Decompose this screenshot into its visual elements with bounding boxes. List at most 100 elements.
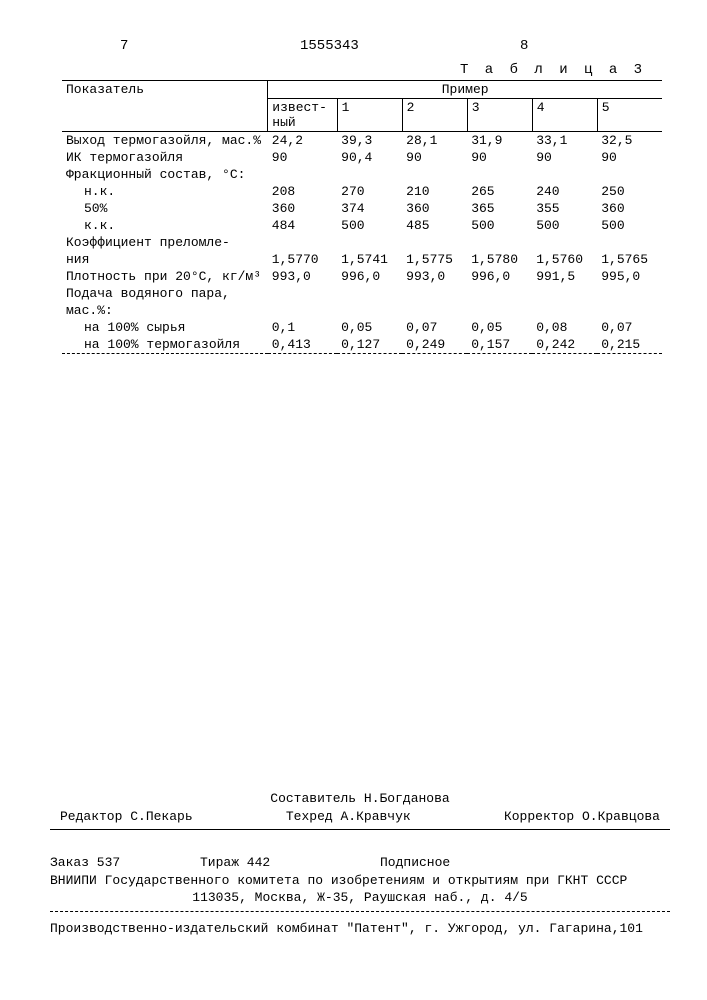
cell: 0,242 (532, 336, 597, 354)
cell: 360 (268, 200, 337, 217)
table-row: мас.%: (62, 302, 662, 319)
cell: 28,1 (402, 132, 467, 150)
cell (402, 234, 467, 251)
table-row: Подача водяного пара, (62, 285, 662, 302)
cell: 270 (337, 183, 402, 200)
cell: 90 (532, 149, 597, 166)
cell: 500 (467, 217, 532, 234)
row-label: на 100% термогазойля (62, 336, 268, 354)
table-row: ИК термогазойля9090,490909090 (62, 149, 662, 166)
cell (532, 302, 597, 319)
org-line-1: ВНИИПИ Государственного комитета по изоб… (50, 872, 670, 890)
cell: 0,05 (337, 319, 402, 336)
tirazh: Тираж 442 (200, 854, 380, 872)
cell: 0,08 (532, 319, 597, 336)
cell: 0,249 (402, 336, 467, 354)
page: 7 1555343 8 Т а б л и ц а 3 Показатель П… (0, 0, 707, 1000)
cell: 0,1 (268, 319, 337, 336)
cell (268, 166, 337, 183)
cell (402, 166, 467, 183)
cell (597, 166, 662, 183)
table-row: 50%360374360365355360 (62, 200, 662, 217)
cell: 0,157 (467, 336, 532, 354)
document-number: 1555343 (300, 38, 359, 54)
table-row: Коэффициент преломле- (62, 234, 662, 251)
cell: 1,5741 (337, 251, 402, 268)
cell: 33,1 (532, 132, 597, 150)
cell: 90 (467, 149, 532, 166)
podpisnoe: Подписное (380, 854, 670, 872)
cell: 360 (597, 200, 662, 217)
table-row: на 100% сырья0,10,050,070,050,080,07 (62, 319, 662, 336)
cell: 90 (597, 149, 662, 166)
cell: 0,413 (268, 336, 337, 354)
cell (268, 234, 337, 251)
corrector: Корректор О.Кравцова (504, 808, 660, 826)
col-4: 4 (532, 99, 597, 132)
cell: 374 (337, 200, 402, 217)
cell: 90 (402, 149, 467, 166)
row-label: Коэффициент преломле- (62, 234, 268, 251)
row-label: Выход термогазойля, мас.% (62, 132, 268, 150)
cell: 365 (467, 200, 532, 217)
row-label: Подача водяного пара, (62, 285, 268, 302)
row-label: Фракционный состав, °С: (62, 166, 268, 183)
cell: 208 (268, 183, 337, 200)
cell (268, 285, 337, 302)
cell: 210 (402, 183, 467, 200)
cell (532, 166, 597, 183)
cell: 90,4 (337, 149, 402, 166)
table-row: н.к.208270210265240250 (62, 183, 662, 200)
cell: 485 (402, 217, 467, 234)
table-caption: Т а б л и ц а 3 (460, 62, 646, 78)
data-table: Показатель Пример извест- ный 1 2 3 4 5 … (62, 80, 662, 355)
cell: 0,07 (597, 319, 662, 336)
cell: 991,5 (532, 268, 597, 285)
cell: 0,07 (402, 319, 467, 336)
cell: 250 (597, 183, 662, 200)
table-row: Плотность при 20°С, кг/м³993,0996,0993,0… (62, 268, 662, 285)
cell: 0,05 (467, 319, 532, 336)
col-5: 5 (597, 99, 662, 132)
cell (402, 285, 467, 302)
cell (467, 302, 532, 319)
cell: 995,0 (597, 268, 662, 285)
row-label: мас.%: (62, 302, 268, 319)
table-row: ния1,57701,57411,57751,57801,57601,5765 (62, 251, 662, 268)
col-known: извест- ный (268, 99, 337, 132)
cell: 500 (597, 217, 662, 234)
cell: 32,5 (597, 132, 662, 150)
tech: Техред А.Кравчук (286, 808, 411, 826)
cell (337, 302, 402, 319)
cell: 500 (337, 217, 402, 234)
order-number: Заказ 537 (50, 854, 200, 872)
page-number-right: 8 (520, 38, 528, 54)
cell: 500 (532, 217, 597, 234)
cell (597, 285, 662, 302)
col-header-parameter: Показатель (62, 81, 268, 132)
table-row: к.к.484500485500500500 (62, 217, 662, 234)
cell (532, 234, 597, 251)
cell: 484 (268, 217, 337, 234)
printer-block: Производственно-издательский комбинат "П… (50, 920, 670, 938)
col-1: 1 (337, 99, 402, 132)
table-row: Фракционный состав, °С: (62, 166, 662, 183)
cell (337, 234, 402, 251)
cell: 24,2 (268, 132, 337, 150)
cell: 996,0 (467, 268, 532, 285)
cell: 39,3 (337, 132, 402, 150)
cell: 1,5770 (268, 251, 337, 268)
cell (337, 166, 402, 183)
row-label: 50% (62, 200, 268, 217)
page-number-left: 7 (120, 38, 128, 54)
cell: 1,5780 (467, 251, 532, 268)
cell: 355 (532, 200, 597, 217)
col-2: 2 (402, 99, 467, 132)
cell: 1,5765 (597, 251, 662, 268)
credits-block: Составитель Н.Богданова Редактор С.Пекар… (50, 790, 670, 834)
org-line-2: 113035, Москва, Ж-35, Раушская наб., д. … (50, 889, 670, 907)
row-label: на 100% сырья (62, 319, 268, 336)
cell (268, 302, 337, 319)
cell: 0,215 (597, 336, 662, 354)
row-label: Плотность при 20°С, кг/м³ (62, 268, 268, 285)
